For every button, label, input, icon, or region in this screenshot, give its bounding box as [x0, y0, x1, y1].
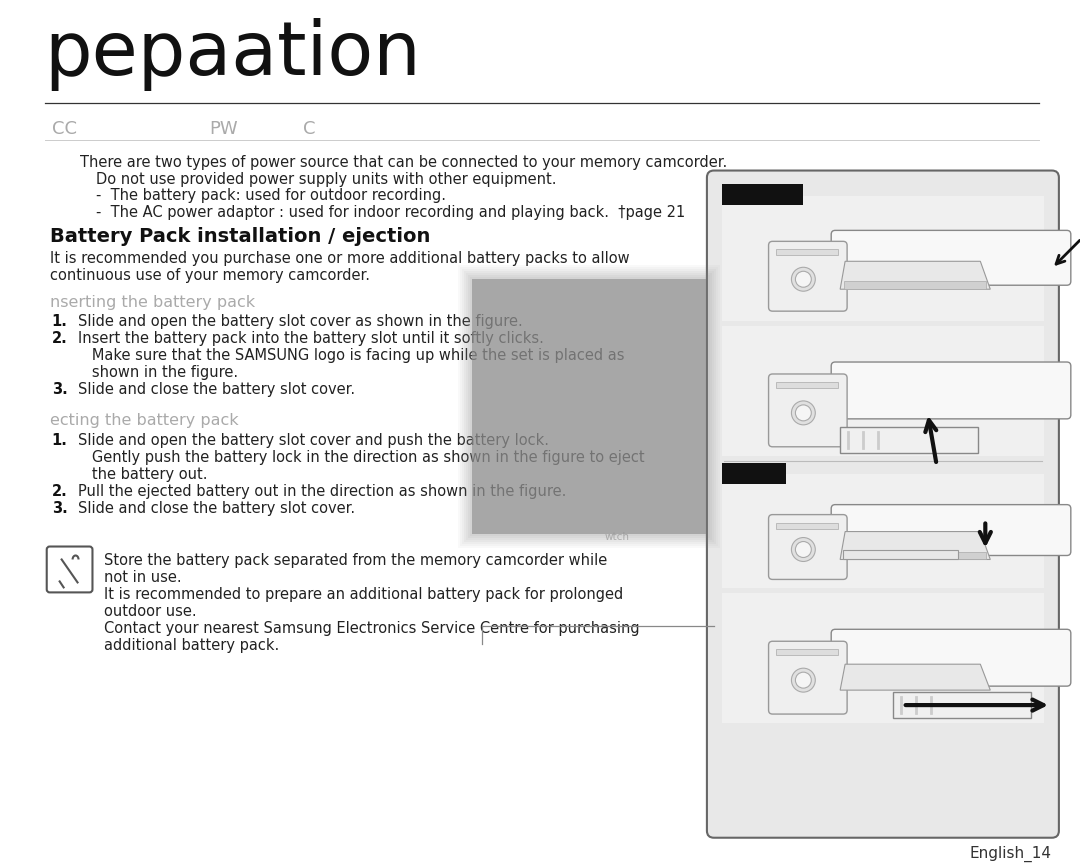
Text: ecting the battery pack: ecting the battery pack — [50, 413, 239, 428]
Circle shape — [792, 268, 815, 291]
Circle shape — [792, 669, 815, 692]
Bar — [460, 268, 718, 546]
Text: pepaation: pepaation — [44, 18, 421, 91]
Circle shape — [795, 271, 811, 288]
Bar — [462, 269, 716, 544]
Text: PW: PW — [208, 120, 238, 138]
FancyBboxPatch shape — [46, 546, 93, 592]
Bar — [845, 281, 986, 289]
Polygon shape — [840, 532, 990, 559]
Text: ect: ect — [727, 466, 752, 480]
Text: -  The battery pack: used for outdoor recording.: - The battery pack: used for outdoor rec… — [96, 189, 446, 204]
FancyBboxPatch shape — [707, 171, 1058, 837]
Text: Slide and close the battery slot cover.: Slide and close the battery slot cover. — [78, 501, 354, 515]
Polygon shape — [840, 664, 990, 690]
Text: Gently push the battery lock in the direction as shown in the figure to eject: Gently push the battery lock in the dire… — [78, 449, 644, 465]
Text: nsert: nsert — [727, 188, 768, 202]
Bar — [464, 271, 714, 541]
Text: outdoor use.: outdoor use. — [105, 604, 197, 619]
Text: shown in the figure.: shown in the figure. — [78, 365, 238, 380]
Bar — [775, 650, 838, 656]
Text: English_14: English_14 — [970, 846, 1052, 862]
Bar — [775, 382, 838, 388]
Bar — [470, 277, 707, 535]
Bar — [472, 279, 706, 533]
Text: It is recommended you purchase one or more additional battery packs to allow: It is recommended you purchase one or mo… — [50, 251, 630, 267]
Text: Store the battery pack separated from the memory camcorder while: Store the battery pack separated from th… — [105, 553, 608, 568]
Circle shape — [792, 538, 815, 561]
FancyBboxPatch shape — [769, 242, 847, 311]
Bar — [721, 326, 1044, 456]
Bar — [840, 427, 978, 453]
Bar — [721, 474, 1044, 588]
Text: 1.: 1. — [52, 314, 68, 329]
Bar — [467, 274, 712, 540]
FancyBboxPatch shape — [832, 362, 1070, 419]
Bar — [843, 550, 958, 559]
FancyBboxPatch shape — [769, 374, 847, 447]
Text: Do not use provided power supply units with other equipment.: Do not use provided power supply units w… — [96, 171, 557, 186]
Text: Slide and open the battery slot cover as shown in the figure.: Slide and open the battery slot cover as… — [78, 314, 523, 329]
FancyBboxPatch shape — [769, 514, 847, 579]
Text: C: C — [303, 120, 315, 138]
Bar — [469, 275, 710, 538]
Bar — [721, 184, 804, 205]
Text: continuous use of your memory camcorder.: continuous use of your memory camcorder. — [50, 268, 369, 283]
Bar — [458, 265, 720, 547]
Bar — [893, 692, 1031, 718]
Circle shape — [795, 672, 811, 688]
Bar — [721, 462, 786, 484]
Text: There are two types of power source that can be connected to your memory camcord: There are two types of power source that… — [80, 154, 727, 170]
Bar — [775, 249, 838, 255]
Text: Slide and close the battery slot cover.: Slide and close the battery slot cover. — [78, 382, 354, 397]
FancyBboxPatch shape — [832, 505, 1070, 555]
Text: Battery Pack installation / ejection: Battery Pack installation / ejection — [50, 228, 430, 247]
Text: It is recommended to prepare an additional battery pack for prolonged: It is recommended to prepare an addition… — [105, 587, 623, 603]
Bar — [775, 522, 838, 528]
Text: Slide and open the battery slot cover and push the battery lock.: Slide and open the battery slot cover an… — [78, 433, 549, 448]
Text: -  The AC power adaptor : used for indoor recording and playing back.  †page 21: - The AC power adaptor : used for indoor… — [96, 205, 686, 221]
Polygon shape — [840, 262, 990, 289]
Text: nserting the battery pack: nserting the battery pack — [50, 295, 255, 310]
Text: Pull the ejected battery out in the direction as shown in the figure.: Pull the ejected battery out in the dire… — [78, 484, 566, 499]
Text: Insert the battery pack into the battery slot until it softly clicks.: Insert the battery pack into the battery… — [78, 331, 543, 346]
Text: the battery out.: the battery out. — [78, 467, 207, 481]
FancyBboxPatch shape — [832, 230, 1070, 285]
FancyBboxPatch shape — [769, 641, 847, 714]
Bar — [472, 279, 706, 533]
Text: 2.: 2. — [52, 331, 67, 346]
Text: 3.: 3. — [52, 382, 67, 397]
Circle shape — [795, 541, 811, 558]
Circle shape — [792, 401, 815, 425]
Text: 3.: 3. — [52, 501, 67, 515]
Text: not in use.: not in use. — [105, 571, 183, 585]
Text: additional battery pack.: additional battery pack. — [105, 638, 280, 653]
FancyBboxPatch shape — [832, 630, 1070, 686]
Text: wtch: wtch — [605, 532, 630, 541]
Text: 1.: 1. — [52, 433, 68, 448]
Bar — [721, 593, 1044, 723]
Text: 2.: 2. — [52, 484, 67, 499]
Bar — [845, 552, 986, 559]
Text: CC: CC — [52, 120, 77, 138]
Bar — [721, 197, 1044, 321]
Circle shape — [795, 405, 811, 421]
Text: Contact your nearest Samsung Electronics Service Centre for purchasing: Contact your nearest Samsung Electronics… — [105, 621, 640, 637]
Text: Make sure that the SAMSUNG logo is facing up while the set is placed as: Make sure that the SAMSUNG logo is facin… — [78, 348, 624, 363]
